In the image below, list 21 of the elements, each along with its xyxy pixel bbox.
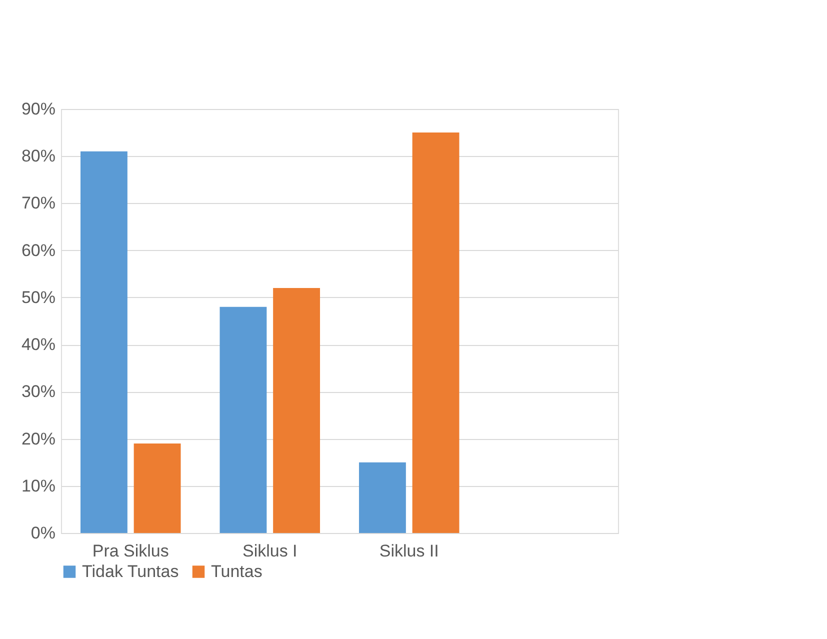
x-tick-label: Pra Siklus [92, 542, 169, 560]
y-tick-label: 30% [21, 382, 56, 402]
y-tick-label: 20% [21, 429, 56, 448]
bar [358, 462, 406, 533]
bar [412, 132, 460, 533]
x-tick-label: Siklus II [379, 542, 439, 560]
y-tick-label: 80% [21, 146, 56, 166]
bar [220, 306, 267, 533]
bar [273, 288, 320, 533]
y-tick-label: 90% [21, 100, 56, 118]
bar [134, 443, 181, 533]
bar [80, 151, 128, 533]
y-tick-label: 60% [21, 240, 56, 260]
y-tick-label: 10% [21, 476, 56, 496]
legend-label: Tuntas [211, 562, 262, 581]
y-tick-label: 40% [21, 335, 56, 354]
y-tick-label: 50% [21, 288, 56, 307]
y-tick-label: 0% [30, 524, 56, 542]
legend-label: Tidak Tuntas [82, 562, 179, 581]
x-tick-label: Siklus I [242, 542, 298, 560]
y-tick-label: 70% [21, 194, 56, 213]
